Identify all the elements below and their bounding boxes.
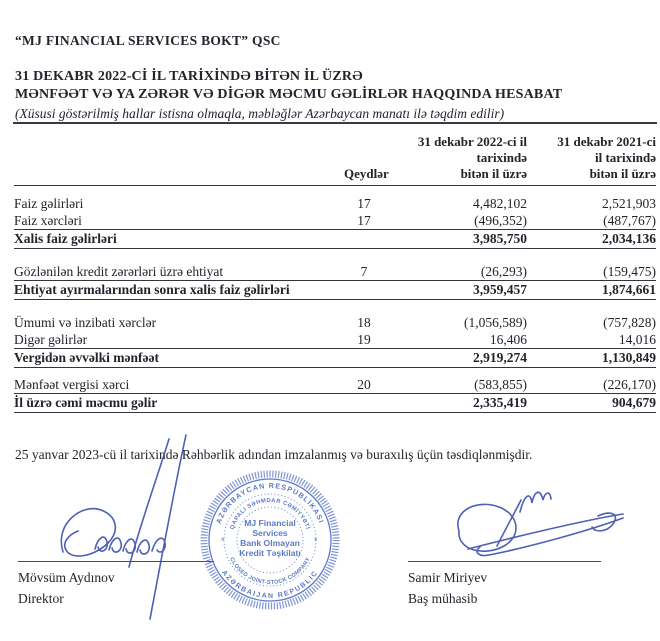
row-value-2021: 2,034,136 [602,231,656,246]
income-statement-table: Qeydlər 31 dekabr 2022-ci il tarixində b… [14,134,656,413]
row-value-2021: 1,874,661 [602,282,656,297]
row-value-2021: 904,679 [612,395,656,410]
table-row-interest-income: Faiz gəlirləri 17 4,482,102 2,521,903 [14,195,656,212]
table-header-row: Qeydlər 31 dekabr 2022-ci il tarixində b… [14,134,656,186]
stamp-center-circle [236,506,304,574]
row-label: Vergidən əvvəlki mənfəət [14,350,159,365]
row-value-2022: 3,959,457 [473,282,527,297]
row-note: 19 [357,332,371,347]
stamp-hatched-ring [200,470,340,610]
row-value-2022: (583,855) [474,377,527,392]
report-period-heading: 31 DEKABR 2022-Cİ İL TARİXİNDƏ BİTƏN İL … [15,69,363,84]
approval-statement: 25 yanvar 2023-cü il tarixində Rəhbərlik… [15,447,533,462]
column-header-2021-line2: il tarixində [594,150,656,165]
row-value-2022: 2,335,419 [473,395,527,410]
table-row-net-interest-after-provision: Ehtiyat ayırmalarından sonra xalis faiz … [14,280,656,300]
row-note [344,281,384,299]
table-row-total-comprehensive-income: İl üzrə cəmi məcmu gəlir 2,335,419 904,6… [14,393,656,413]
company-stamp-icon: AZƏRBAYCAN RESPUBLİKASI AZƏRBAIJAN REPUB… [200,470,340,610]
column-header-2022-line1: 31 dekabr 2022-ci il [417,134,527,149]
stamp-center-line3: Bank Olmayan [240,538,300,548]
row-value-2021: (757,828) [603,315,656,330]
signatory-title: Direktor [18,591,64,606]
row-value-2022: 16,406 [489,332,527,347]
row-note: 18 [357,315,371,330]
row-value-2022: (1,056,589) [464,315,527,330]
stamp-star-left: * [221,536,225,546]
row-value-2022: (496,352) [474,213,527,228]
row-note [344,230,384,248]
table-row-admin-expenses: Ümumi və inzibati xərclər 18 (1,056,589)… [14,314,656,331]
row-label: Digər gəlirlər [14,332,88,347]
row-note: 17 [357,196,371,211]
row-label: Gözlənilən kredit zərərləri üzrə ehtiyat [14,264,224,279]
currency-note: (Xüsusi göstərilmiş hallar istisna olmaq… [15,106,505,121]
row-value-2021: (159,475) [603,264,656,279]
stamp-center-line2: Services [252,528,288,538]
row-spacer [14,249,656,263]
row-spacer [14,300,656,314]
table-row-income-tax-expense: Mənfəət vergisi xərci 20 (583,855) (226,… [14,376,656,393]
row-value-2022: 4,482,102 [473,196,527,211]
table-row-net-interest-income: Xalis faiz gəlirləri 3,985,750 2,034,136 [14,229,656,249]
column-header-2021-line3: bitən il üzrə [589,166,656,181]
signatory-title: Baş mühasib [408,591,478,606]
column-header-2022: 31 dekabr 2022-ci il tarixində bitən il … [384,134,527,182]
row-note [344,349,384,367]
signatory-left: Mövsüm Aydınov Direktor [18,561,214,609]
signature-line [408,561,601,562]
table-row-interest-expense: Faiz xərcləri 17 (496,352) (487,767) [14,212,656,229]
signatory-name: Mövsüm Aydınov [18,570,115,585]
signatory-right: Samir Miriyev Baş mühasib [408,561,601,609]
stamp-divider-circle [223,493,317,587]
row-note: 20 [357,377,371,392]
row-label: Ehtiyat ayırmalarından sonra xalis faiz … [14,282,290,297]
signature-right-icon [457,491,624,557]
row-value-2021: 14,016 [618,332,656,347]
row-value-2022: (26,293) [480,264,527,279]
row-value-2022: 2,919,274 [473,350,527,365]
row-note: 17 [357,213,371,228]
row-label: Ümumi və inzibati xərclər [14,315,157,330]
column-header-2022-line2: tarixində [476,150,527,165]
signature-line [18,561,214,562]
stamp-center-line1: MJ Financial [244,518,296,528]
row-value-2021: (487,767) [603,213,656,228]
row-value-2022: 3,985,750 [473,231,527,246]
stamp-center-line4: Kredit Təşkilatı [239,548,301,558]
svg-text:CLOSED JOINT-STOCK COMPANY: CLOSED JOINT-STOCK COMPANY [228,557,312,586]
report-title-heading: MƏNFƏƏT VƏ YA ZƏRƏR VƏ DİGƏR MƏCMU GƏLİR… [15,87,563,102]
company-name: “MJ FINANCIAL SERVICES BOKT” QSC [15,33,281,48]
column-header-2021: 31 dekabr 2021-ci il tarixində bitən il … [527,134,656,182]
row-label: Mənfəət vergisi xərci [14,377,130,392]
row-label: İl üzrə cəmi məcmu gəlir [14,395,158,410]
column-header-2022-line3: bitən il üzrə [460,166,527,181]
row-value-2021: 2,521,903 [602,196,656,211]
row-note: 7 [360,264,368,279]
table-row-credit-loss-provision: Gözlənilən kredit zərərləri üzrə ehtiyat… [14,263,656,280]
row-label: Faiz gəlirləri [14,196,84,211]
row-value-2021: 1,130,849 [602,350,656,365]
stamp-star-right: * [314,536,318,546]
table-row-other-income: Digər gəlirlər 19 16,406 14,016 [14,331,656,348]
row-note [344,394,384,412]
column-header-2021-line1: 31 dekabr 2021-ci [557,134,656,149]
row-label: Faiz xərcləri [14,213,82,228]
header-rule [13,122,657,124]
stamp-inner-bottom-text: CLOSED JOINT-STOCK COMPANY [228,557,311,586]
signatory-name: Samir Miriyev [408,570,488,585]
table-row-profit-before-tax: Vergidən əvvəlki mənfəət 2,919,274 1,130… [14,348,656,368]
row-label: Xalis faiz gəlirləri [14,231,117,246]
row-spacer [14,368,656,376]
row-value-2021: (226,170) [603,377,656,392]
stamp-outer-circle [208,478,332,602]
column-header-notes: Qeydlər [344,166,389,181]
